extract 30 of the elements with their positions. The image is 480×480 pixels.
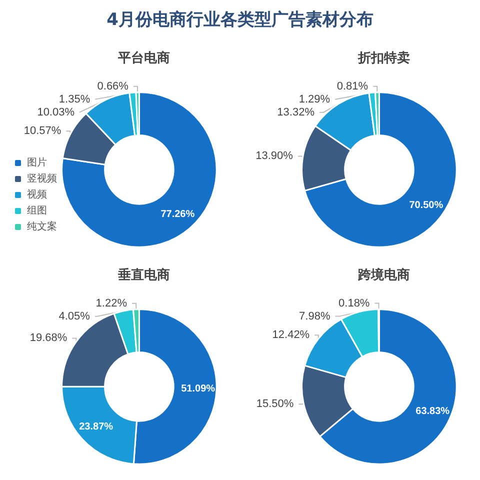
data-label: 10.03% <box>37 106 75 118</box>
data-label: 63.83% <box>416 406 450 418</box>
data-label: 0.66% <box>97 80 129 92</box>
legend-label: 纯文案 <box>27 220 57 232</box>
data-label: 4.05% <box>58 310 90 322</box>
data-label: 77.26% <box>160 208 195 220</box>
data-label: 1.22% <box>96 297 128 310</box>
legend-label: 组图 <box>27 204 47 216</box>
chart-subtitle: 垂直电商 <box>117 267 170 283</box>
data-label: 12.42% <box>272 329 310 342</box>
data-label: 70.50% <box>409 200 444 211</box>
chart-title: 4月份电商行业各类型广告素材分布 <box>106 9 374 31</box>
data-label: 13.32% <box>277 106 315 118</box>
data-label: 1.35% <box>58 93 90 106</box>
chart-subtitle: 平台电商 <box>117 50 170 66</box>
legend-label: 竖视频 <box>27 172 57 184</box>
data-label: 23.87% <box>79 421 114 432</box>
data-label: 10.57% <box>24 125 62 138</box>
data-label: 0.18% <box>338 297 370 310</box>
data-label: 51.09% <box>181 383 216 394</box>
data-label: 19.68% <box>30 332 68 344</box>
legend-label: 视频 <box>27 188 47 200</box>
legend-label: 图片 <box>27 156 47 168</box>
data-label: 0.81% <box>336 80 368 92</box>
chart-subtitle: 折扣特卖 <box>357 51 410 66</box>
data-label: 1.29% <box>298 93 330 106</box>
data-label: 15.50% <box>256 398 294 410</box>
data-label: 7.98% <box>299 310 330 322</box>
chart-subtitle: 跨境电商 <box>357 267 410 283</box>
data-label: 13.90% <box>256 150 294 162</box>
